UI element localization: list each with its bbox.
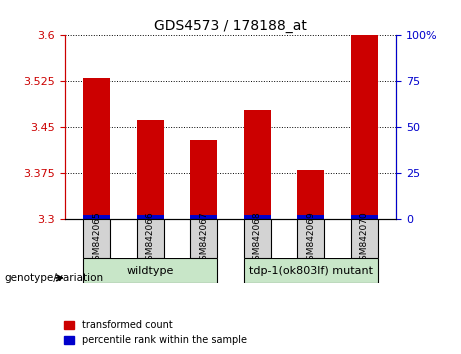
- FancyBboxPatch shape: [297, 219, 324, 258]
- Text: GSM842067: GSM842067: [199, 212, 208, 266]
- Bar: [83, 215, 110, 219]
- Bar: [137, 120, 164, 219]
- FancyBboxPatch shape: [137, 219, 164, 258]
- FancyBboxPatch shape: [244, 258, 378, 283]
- FancyBboxPatch shape: [351, 219, 378, 258]
- Bar: [83, 78, 110, 219]
- Bar: [297, 215, 324, 219]
- Text: GSM842065: GSM842065: [92, 212, 101, 266]
- Bar: [244, 215, 271, 219]
- Text: GSM842069: GSM842069: [306, 212, 315, 266]
- FancyBboxPatch shape: [190, 219, 217, 258]
- Bar: [351, 35, 378, 219]
- Bar: [190, 215, 217, 219]
- Bar: [351, 215, 378, 219]
- Bar: [190, 140, 217, 219]
- Text: wildtype: wildtype: [126, 266, 174, 276]
- FancyBboxPatch shape: [83, 258, 217, 283]
- Text: GSM842068: GSM842068: [253, 212, 262, 266]
- Text: genotype/variation: genotype/variation: [5, 273, 104, 283]
- Text: GSM842070: GSM842070: [360, 212, 369, 266]
- Bar: [137, 215, 164, 219]
- FancyBboxPatch shape: [83, 219, 110, 258]
- Text: tdp-1(ok803lf) mutant: tdp-1(ok803lf) mutant: [249, 266, 373, 276]
- Title: GDS4573 / 178188_at: GDS4573 / 178188_at: [154, 19, 307, 33]
- Text: GSM842066: GSM842066: [146, 212, 155, 266]
- FancyBboxPatch shape: [244, 219, 271, 258]
- Bar: [244, 110, 271, 219]
- Bar: [297, 170, 324, 219]
- Legend: transformed count, percentile rank within the sample: transformed count, percentile rank withi…: [60, 316, 250, 349]
